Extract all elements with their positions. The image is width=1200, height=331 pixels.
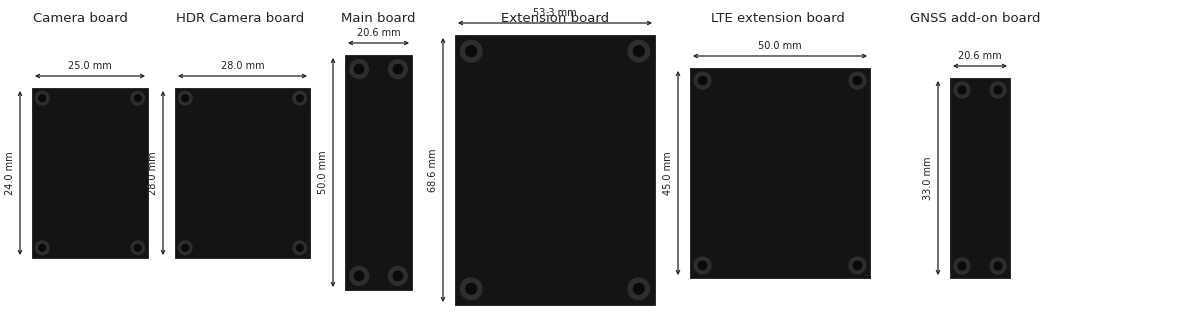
Text: 28.0 mm: 28.0 mm: [148, 151, 158, 195]
Circle shape: [179, 91, 192, 105]
Circle shape: [954, 82, 970, 98]
Text: Main board: Main board: [341, 12, 415, 24]
Text: 45.0 mm: 45.0 mm: [662, 151, 673, 195]
Text: 24.0 mm: 24.0 mm: [5, 151, 14, 195]
Text: 28.0 mm: 28.0 mm: [221, 61, 264, 71]
Text: Camera board: Camera board: [32, 12, 127, 24]
Circle shape: [698, 76, 707, 85]
Circle shape: [958, 262, 966, 270]
Bar: [32, 88, 148, 258]
Circle shape: [394, 271, 403, 281]
Circle shape: [131, 91, 145, 105]
Circle shape: [182, 244, 188, 251]
Circle shape: [994, 262, 1002, 270]
Circle shape: [36, 91, 49, 105]
Circle shape: [994, 86, 1002, 94]
Circle shape: [990, 258, 1006, 274]
Circle shape: [389, 266, 407, 285]
Circle shape: [394, 65, 403, 74]
Circle shape: [853, 261, 862, 270]
Circle shape: [134, 244, 142, 251]
Text: 33.0 mm: 33.0 mm: [923, 156, 934, 200]
Bar: [455, 35, 655, 305]
Text: Extension board: Extension board: [500, 12, 610, 24]
Text: HDR Camera board: HDR Camera board: [176, 12, 304, 24]
Circle shape: [694, 72, 710, 89]
Bar: [346, 55, 412, 290]
Circle shape: [134, 95, 142, 102]
Text: 20.6 mm: 20.6 mm: [356, 28, 401, 38]
Text: 25.0 mm: 25.0 mm: [68, 61, 112, 71]
Circle shape: [958, 86, 966, 94]
Circle shape: [354, 271, 364, 281]
Circle shape: [389, 60, 407, 78]
Circle shape: [634, 46, 644, 57]
Bar: [950, 78, 1010, 278]
Circle shape: [850, 257, 866, 274]
Circle shape: [628, 40, 649, 62]
Text: GNSS add-on board: GNSS add-on board: [910, 12, 1040, 24]
Circle shape: [38, 244, 46, 251]
Circle shape: [296, 95, 304, 102]
Circle shape: [293, 91, 307, 105]
Circle shape: [850, 72, 866, 89]
Circle shape: [296, 244, 304, 251]
Circle shape: [179, 241, 192, 255]
Circle shape: [461, 40, 482, 62]
Circle shape: [954, 258, 970, 274]
Circle shape: [466, 46, 476, 57]
Text: 20.6 mm: 20.6 mm: [958, 51, 1002, 61]
Circle shape: [466, 283, 476, 294]
Text: 68.6 mm: 68.6 mm: [428, 148, 438, 192]
Text: LTE extension board: LTE extension board: [712, 12, 845, 24]
Circle shape: [36, 241, 49, 255]
Circle shape: [698, 261, 707, 270]
Circle shape: [628, 278, 649, 300]
Circle shape: [694, 257, 710, 274]
Circle shape: [634, 283, 644, 294]
Circle shape: [293, 241, 307, 255]
Text: 50.0 mm: 50.0 mm: [758, 41, 802, 51]
Circle shape: [354, 65, 364, 74]
Bar: [690, 68, 870, 278]
Circle shape: [349, 60, 368, 78]
Circle shape: [38, 95, 46, 102]
Text: 53.3 mm: 53.3 mm: [533, 8, 577, 18]
Circle shape: [182, 95, 188, 102]
Text: 50.0 mm: 50.0 mm: [318, 151, 328, 194]
Circle shape: [853, 76, 862, 85]
Circle shape: [990, 82, 1006, 98]
Bar: [175, 88, 310, 258]
Circle shape: [461, 278, 482, 300]
Circle shape: [349, 266, 368, 285]
Circle shape: [131, 241, 145, 255]
